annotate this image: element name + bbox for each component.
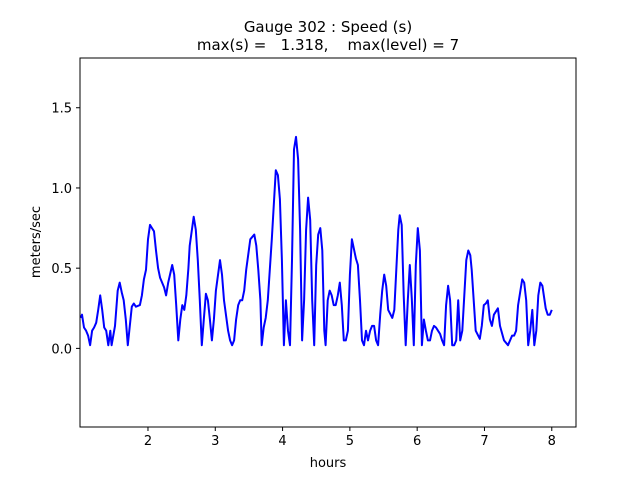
y-axis-label: meters/sec bbox=[29, 206, 44, 278]
x-tick-label: 3 bbox=[211, 434, 219, 449]
y-tick-label: 0.0 bbox=[51, 342, 72, 357]
axes-frame bbox=[79, 57, 577, 428]
plot-area bbox=[79, 135, 553, 347]
x-tick-label: 6 bbox=[413, 434, 421, 449]
y-tick-label: 0.5 bbox=[51, 262, 72, 277]
x-axis: 2 3 4 5 6 7 8 bbox=[144, 427, 556, 449]
x-axis-label: hours bbox=[310, 456, 347, 471]
x-tick-label: 4 bbox=[278, 434, 286, 449]
y-tick-label: 1.0 bbox=[51, 182, 72, 197]
chart-subtitle: max(s) = 1.318, max(level) = 7 bbox=[197, 36, 459, 54]
series-line-speed bbox=[79, 135, 553, 347]
x-tick-label: 8 bbox=[548, 434, 556, 449]
x-tick-label: 2 bbox=[144, 434, 152, 449]
y-tick-label: 1.5 bbox=[51, 102, 72, 117]
chart-title: Gauge 302 : Speed (s) bbox=[244, 18, 412, 36]
x-tick-label: 5 bbox=[346, 434, 354, 449]
x-tick-label: 7 bbox=[480, 434, 488, 449]
y-axis: 0.0 0.5 1.0 1.5 bbox=[51, 102, 80, 357]
